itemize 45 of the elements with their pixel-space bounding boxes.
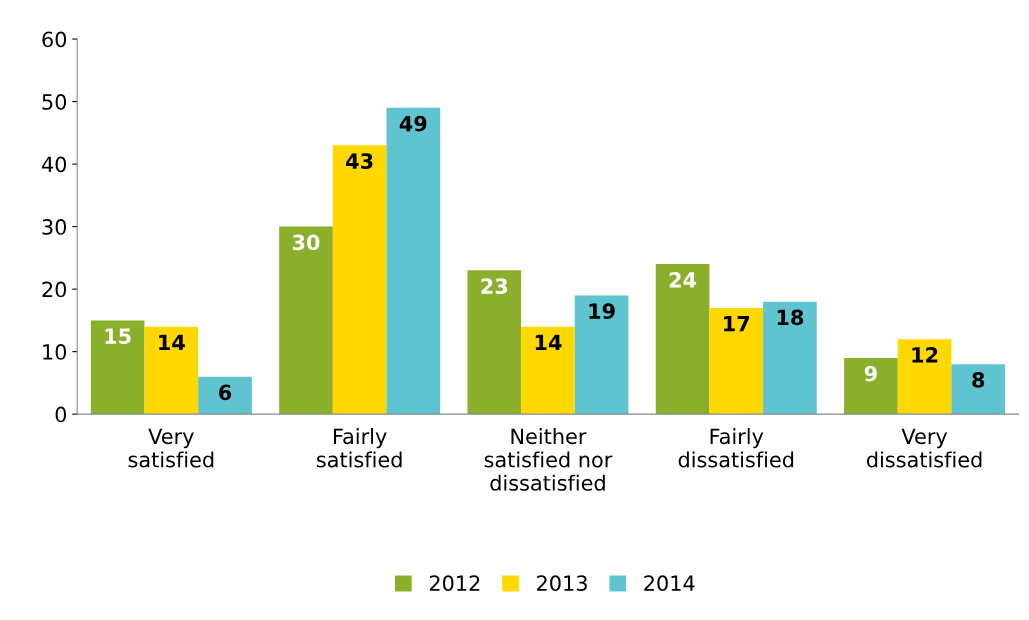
data-label: 17 xyxy=(724,316,750,332)
bar xyxy=(467,270,522,415)
y-tick-label: 60 xyxy=(42,31,67,48)
bar xyxy=(90,320,145,415)
bar xyxy=(897,339,952,415)
y-tick-label: 40 xyxy=(41,156,67,173)
legend-label: 2013 xyxy=(537,575,587,592)
x-tick-label: Fairly dissatisfied xyxy=(678,428,794,468)
data-label: 12 xyxy=(912,347,938,363)
y-tick-label: 0 xyxy=(55,406,67,423)
bar xyxy=(386,107,441,415)
bar xyxy=(655,264,710,415)
bar xyxy=(332,145,387,415)
legend-label: 2014 xyxy=(644,575,695,592)
data-label: 23 xyxy=(481,278,508,294)
bar xyxy=(574,295,629,415)
y-tick-label: 20 xyxy=(42,281,67,298)
bar xyxy=(951,364,1006,415)
bar xyxy=(144,326,199,415)
bar xyxy=(763,301,817,415)
data-label: 9 xyxy=(864,365,877,382)
data-label: 6 xyxy=(219,384,232,401)
bar xyxy=(198,376,252,415)
x-tick-label: Very satisfied xyxy=(128,428,214,468)
y-tick-label: 10 xyxy=(43,344,67,360)
bar xyxy=(844,357,898,415)
legend-label: 2012 xyxy=(429,575,480,592)
y-tick-label: 30 xyxy=(42,219,67,235)
data-label: 43 xyxy=(346,153,373,169)
x-tick-label: Fairly satisfied xyxy=(316,428,402,468)
data-label: 15 xyxy=(105,328,131,345)
data-label: 19 xyxy=(589,303,615,320)
data-label: 49 xyxy=(399,115,427,132)
bar xyxy=(521,326,575,415)
x-tick-label: Very dissatisfied xyxy=(866,428,982,468)
data-label: 14 xyxy=(159,334,185,350)
y-tick-label: 50 xyxy=(42,94,67,110)
data-label: 18 xyxy=(777,309,804,326)
data-label: 30 xyxy=(292,234,320,251)
data-label: 24 xyxy=(669,271,697,288)
x-tick-label: Neither satisfied nor dissatisfied xyxy=(484,428,613,491)
data-label: 14 xyxy=(535,334,562,350)
bar xyxy=(709,307,764,415)
bar xyxy=(279,226,333,415)
data-label: 8 xyxy=(972,372,985,388)
